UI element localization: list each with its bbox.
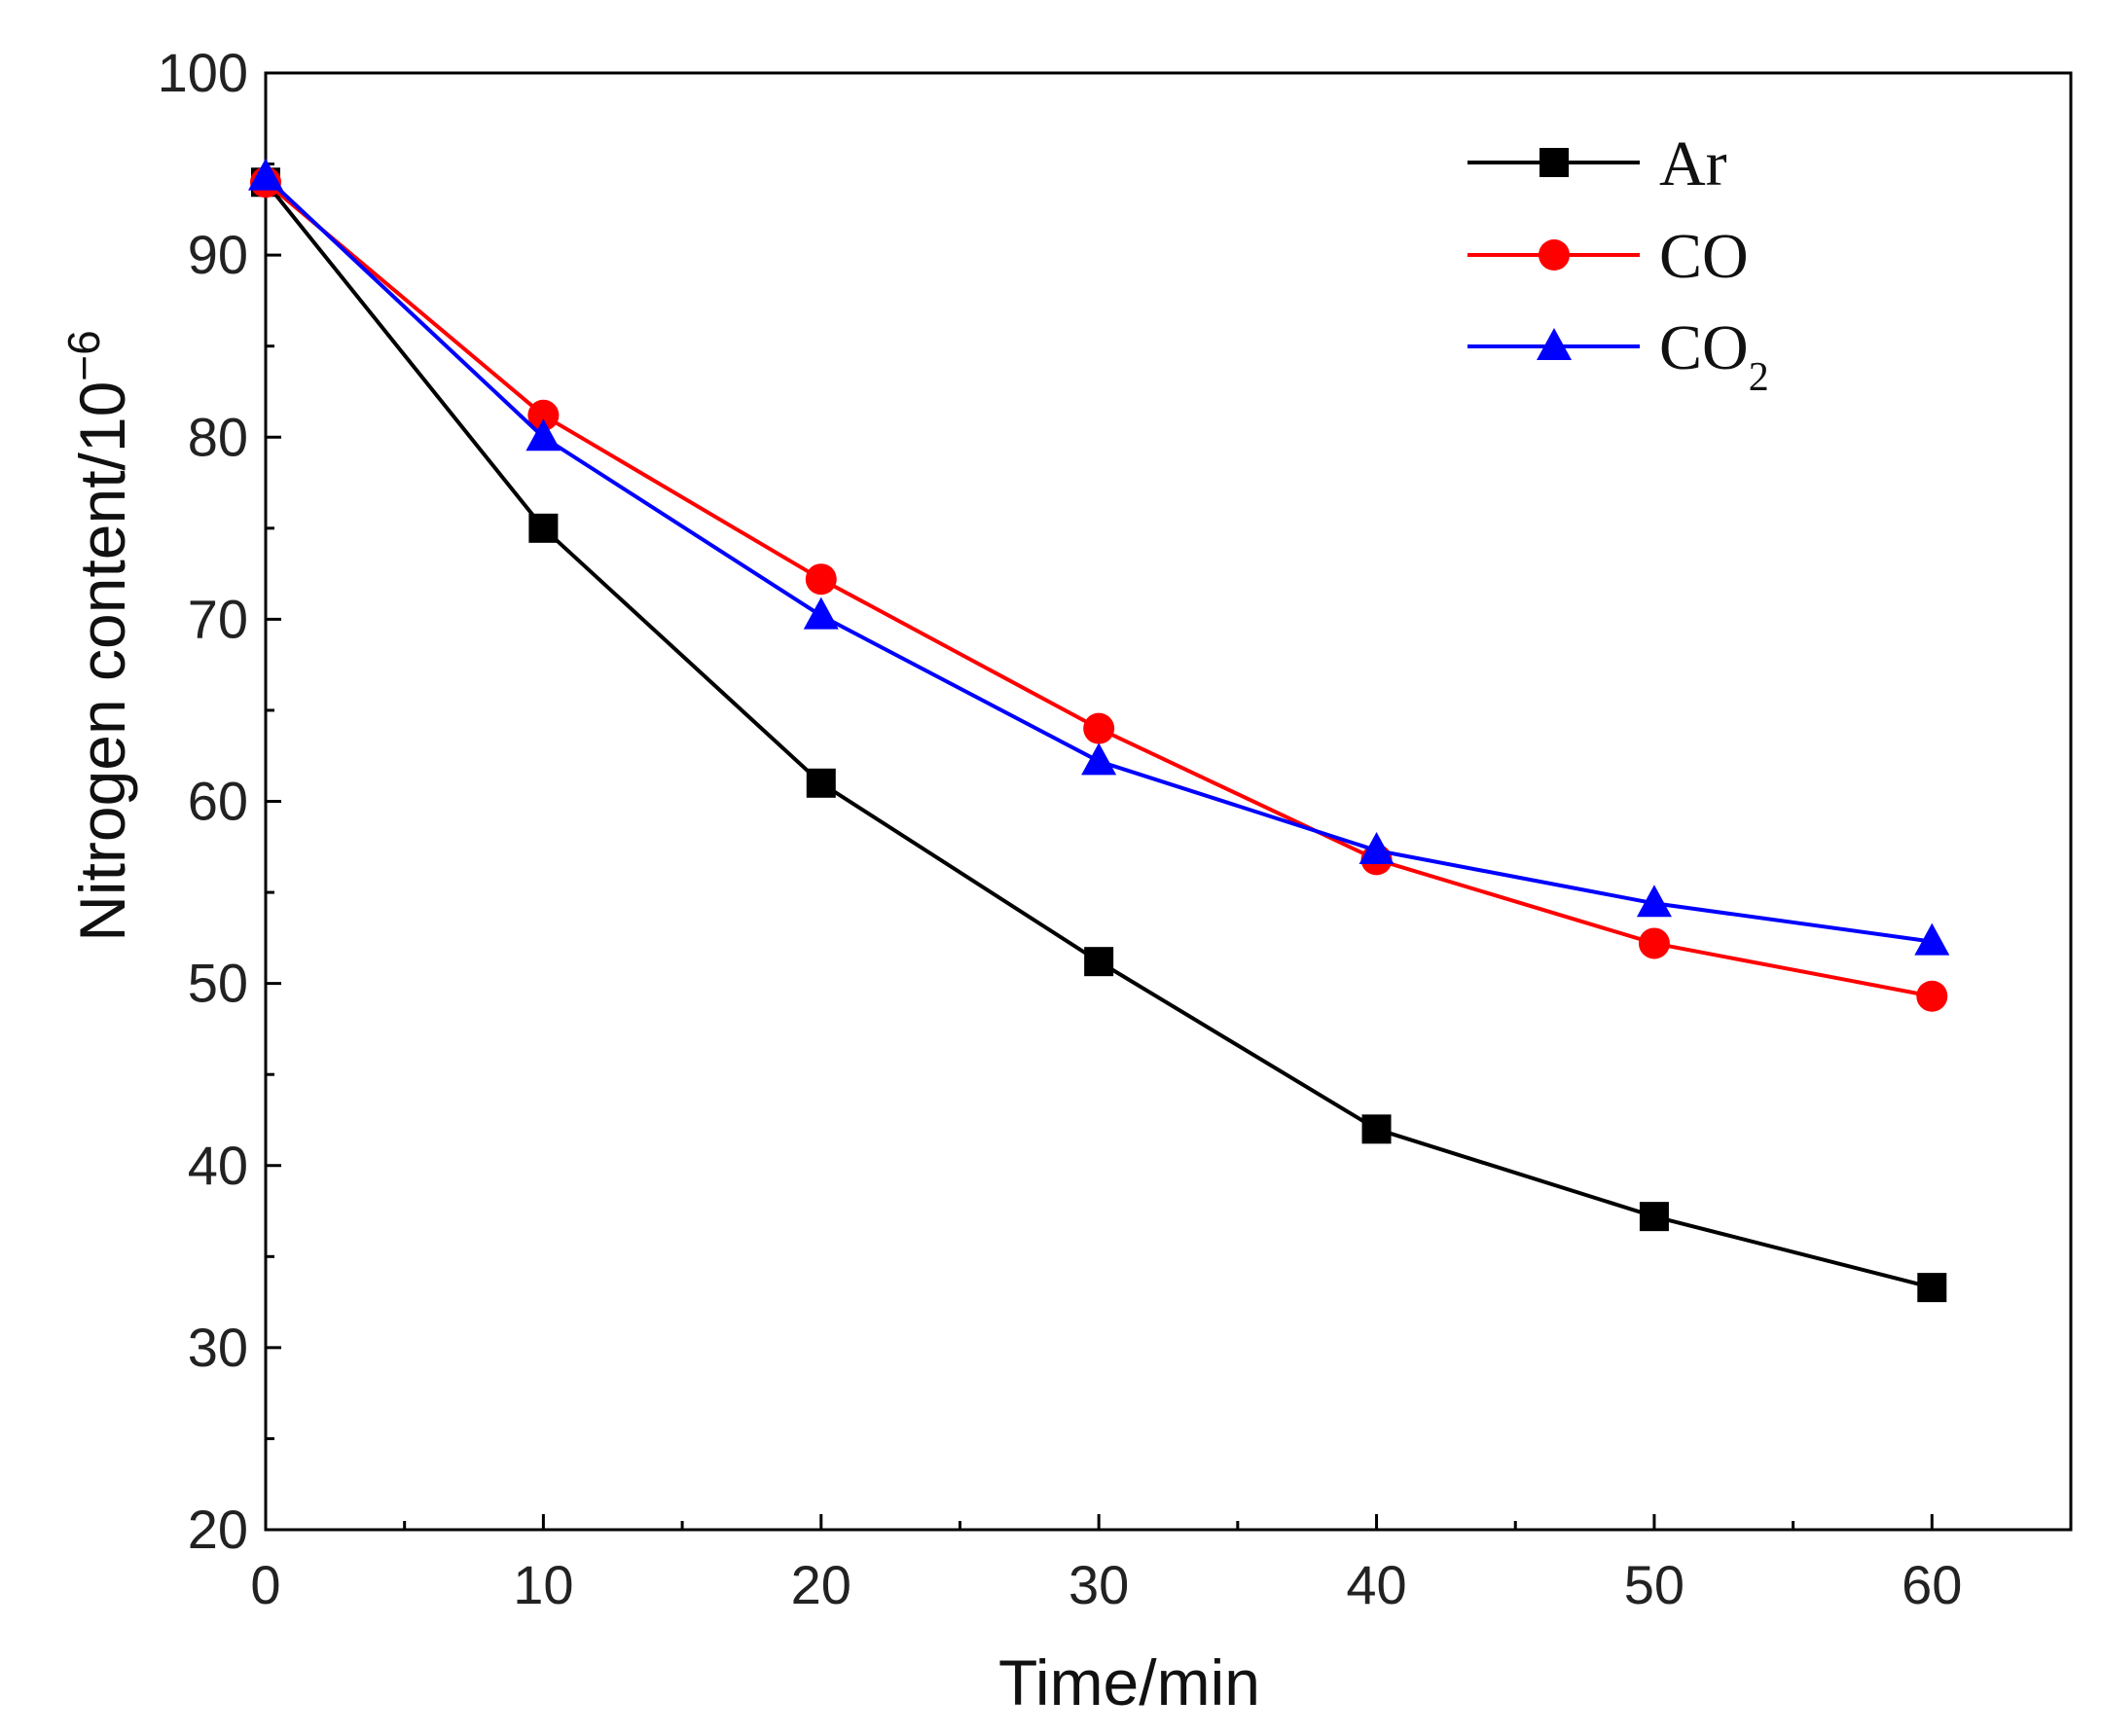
series-layer: [248, 158, 1950, 1303]
legend-label-CO2: CO2: [1659, 312, 1769, 400]
legend-item-CO2: CO2: [1467, 312, 1769, 400]
y-tick-label: 90: [188, 224, 248, 285]
x-tick-label: 50: [1624, 1554, 1684, 1615]
data-point-CO2: [1914, 922, 1950, 956]
x-tick-label: 20: [791, 1554, 851, 1615]
x-tick-label: 40: [1346, 1554, 1406, 1615]
legend-label-CO: CO: [1659, 221, 1749, 292]
data-point-Ar: [528, 513, 559, 543]
y-tick-label: 20: [188, 1499, 248, 1560]
legend-marker-Ar: [1540, 148, 1569, 177]
data-point-Ar: [806, 768, 836, 798]
data-point-CO: [1638, 927, 1670, 959]
y-axis: 20 30 40 50 60 70 80 90 100: [158, 42, 281, 1560]
x-axis: 0 10 20 30 40 50 60: [250, 1514, 1962, 1615]
data-point-CO2: [803, 597, 839, 630]
y-axis-title-exponent: −6: [58, 330, 109, 380]
x-tick-label: 0: [250, 1554, 280, 1615]
x-tick-label: 30: [1069, 1554, 1129, 1615]
series-Ar: [251, 167, 1947, 1303]
y-axis-title: Nitrogen content/10−6: [58, 330, 138, 942]
y-tick-label: 80: [188, 406, 248, 467]
y-tick-label: 50: [188, 953, 248, 1014]
y-tick-label: 100: [158, 42, 248, 103]
data-point-Ar: [1361, 1114, 1392, 1144]
data-point-Ar: [1639, 1202, 1669, 1232]
data-point-CO2: [248, 158, 283, 191]
legend-marker-CO: [1539, 239, 1570, 271]
legend-item-CO: CO: [1467, 221, 1749, 292]
y-axis-title-main: Nitrogen content/10: [66, 381, 138, 942]
data-point-CO: [1916, 980, 1948, 1012]
data-point-CO2: [1358, 832, 1395, 865]
legend-item-Ar: Ar: [1467, 128, 1727, 199]
x-axis-title: Time/min: [998, 1646, 1260, 1718]
y-tick-label: 70: [188, 588, 248, 649]
x-tick-label: 10: [513, 1554, 573, 1615]
data-point-CO2: [1081, 742, 1117, 776]
y-tick-label: 60: [188, 771, 248, 832]
data-point-CO: [527, 399, 560, 431]
legend-label-Ar: Ar: [1659, 128, 1727, 199]
x-tick-label: 60: [1902, 1554, 1962, 1615]
data-point-Ar: [1084, 947, 1114, 977]
legend: Ar CO CO2: [1467, 128, 1769, 400]
data-point-CO2: [525, 418, 561, 452]
series-CO2: [248, 158, 1950, 956]
data-point-CO: [1083, 712, 1115, 744]
data-point-CO: [805, 563, 837, 596]
y-tick-label: 30: [188, 1317, 248, 1378]
legend-marker-CO2: [1537, 328, 1572, 360]
data-point-CO2: [1636, 885, 1672, 918]
y-tick-label: 40: [188, 1135, 248, 1196]
data-point-Ar: [1917, 1273, 1947, 1303]
